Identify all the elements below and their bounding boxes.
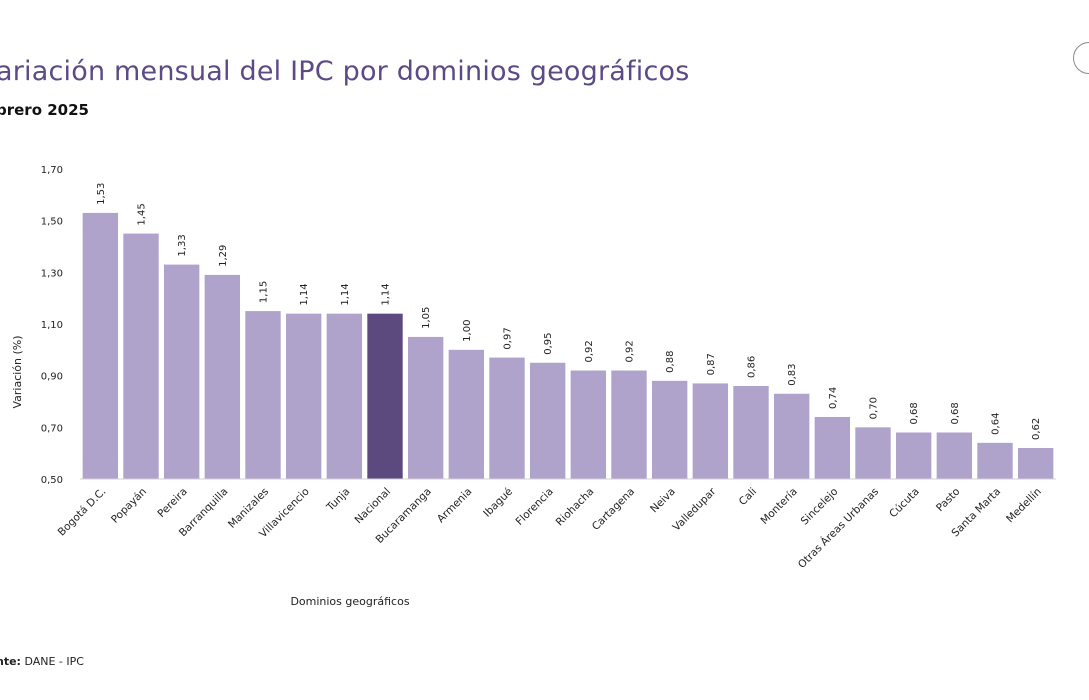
bar: [977, 442, 1013, 479]
data-label: 0,92: [584, 340, 595, 362]
source-label: nte:: [0, 655, 21, 668]
x-tick-label: Riohacha: [554, 486, 597, 529]
x-tick-label: Valledupar: [670, 485, 718, 533]
bar: [123, 233, 159, 479]
data-label: 0,64: [991, 413, 1002, 435]
data-label: 0,68: [909, 402, 920, 424]
data-label: 0,95: [543, 332, 554, 354]
x-tick-label: Ibagué: [481, 486, 515, 520]
x-tick-label: Cali: [737, 486, 759, 508]
data-label: 0,83: [787, 363, 798, 385]
data-label: 0,92: [625, 340, 636, 362]
bar: [489, 357, 525, 479]
bar: [570, 370, 607, 479]
y-tick-label: 0,90: [41, 372, 63, 383]
x-tick-label: Pereira: [155, 486, 189, 520]
bar: [692, 383, 729, 479]
bar: [733, 386, 769, 479]
x-tick-label: Medellín: [1004, 486, 1044, 526]
bar: [936, 432, 973, 479]
x-tick-label: Nacional: [353, 486, 394, 527]
data-label: 1,33: [177, 234, 188, 256]
bar: [82, 212, 119, 479]
bar: [1017, 448, 1054, 479]
data-label: 1,14: [340, 283, 351, 305]
y-tick-label: 1,10: [41, 320, 63, 331]
data-label: 1,29: [218, 245, 229, 267]
x-tick-label: Sincelejo: [799, 486, 841, 528]
data-label: 0,68: [950, 402, 961, 424]
x-tick-label: Pasto: [934, 486, 963, 515]
x-tick-label: Otras Áreas Urbanas: [795, 485, 881, 571]
bar: [448, 349, 485, 479]
x-tick-label: Montería: [758, 486, 799, 527]
bar: [367, 313, 403, 479]
bar: [773, 393, 810, 479]
y-tick-label: 1,30: [41, 268, 63, 279]
bar: [651, 380, 688, 479]
data-label: 0,88: [665, 351, 676, 373]
bar: [529, 362, 566, 479]
data-label: 1,14: [381, 283, 392, 305]
y-axis-title: Variación (%): [11, 335, 24, 408]
y-tick-label: 1,70: [41, 165, 63, 176]
data-label: 0,62: [1031, 418, 1042, 440]
chart-subtitle: brero 2025: [0, 101, 89, 119]
x-tick-label: Cartagena: [590, 486, 637, 533]
y-tick-label: 1,50: [41, 217, 63, 228]
bar: [245, 311, 281, 479]
data-label: 1,53: [96, 183, 107, 205]
data-label: 0,87: [706, 353, 717, 375]
x-tick-label: Florencia: [514, 486, 556, 528]
x-tick-label: Cúcuta: [887, 486, 922, 521]
x-tick-label: Tunja: [324, 486, 353, 515]
data-label: 0,74: [828, 387, 839, 409]
bar: [611, 370, 647, 479]
bar: [407, 336, 444, 479]
bar: [163, 264, 200, 479]
x-tick-label: Bogotá D.C.: [56, 486, 109, 539]
x-tick-label: Neiva: [648, 486, 678, 516]
x-tick-label: Armenia: [435, 486, 475, 526]
bar: [204, 274, 241, 479]
x-axis-title: Dominios geográficos: [290, 595, 409, 608]
data-label: 0,70: [869, 397, 880, 419]
y-tick-label: 0,70: [41, 423, 63, 434]
data-label: 1,45: [137, 203, 148, 225]
data-label: 0,97: [503, 327, 514, 349]
x-tick-label: Popayán: [109, 486, 149, 526]
bar: [326, 313, 363, 479]
data-label: 1,00: [462, 320, 473, 342]
data-label: 1,15: [259, 281, 270, 303]
y-tick-label: 0,50: [41, 475, 63, 486]
chart-title: ariación mensual del IPC por dominios ge…: [0, 56, 690, 87]
data-label: 1,14: [299, 283, 310, 305]
bar: [814, 417, 851, 479]
data-label: 0,86: [747, 356, 758, 378]
bar: [855, 427, 891, 479]
bar: [285, 313, 322, 479]
data-label: 1,05: [421, 307, 432, 329]
bar: [895, 432, 932, 479]
source-value: DANE - IPC: [24, 655, 84, 668]
source-note: nte: DANE - IPC: [0, 655, 84, 668]
